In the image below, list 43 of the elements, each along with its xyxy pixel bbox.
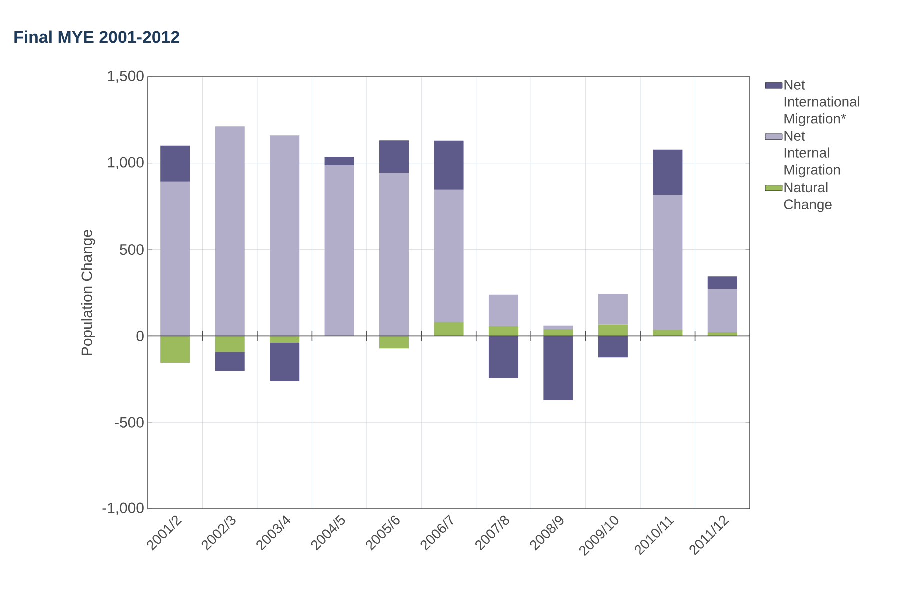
bar <box>488 336 519 378</box>
bar <box>708 289 738 333</box>
bar <box>434 190 464 322</box>
bar <box>434 322 464 336</box>
y-tick-label: 0 <box>136 330 144 342</box>
y-tick-label: 500 <box>120 244 144 256</box>
bar <box>544 336 574 400</box>
bar <box>380 140 410 174</box>
legend-label: Net International Migration* <box>784 80 860 127</box>
bar <box>160 146 190 182</box>
bar <box>160 182 190 336</box>
bar <box>598 336 628 358</box>
legend-label: Natural Change <box>784 182 832 212</box>
bar <box>653 150 683 196</box>
bar <box>215 352 245 372</box>
bar <box>488 294 519 326</box>
bar <box>215 126 245 336</box>
bar <box>488 326 519 336</box>
bar <box>434 140 464 190</box>
bar <box>270 336 300 343</box>
bar <box>708 332 738 336</box>
bar <box>598 324 628 336</box>
chart-title: Final MYE 2001-2012 <box>14 30 180 44</box>
bar <box>324 165 354 336</box>
bar <box>380 173 410 336</box>
bar <box>215 336 245 352</box>
bar <box>160 336 190 363</box>
y-tick-label: -500 <box>115 417 144 428</box>
y-tick-label: -1,000 <box>102 502 144 516</box>
y-tick-label: 1,500 <box>108 70 144 84</box>
bar <box>598 294 628 325</box>
y-tick-label: 1,000 <box>108 157 144 170</box>
bar <box>653 195 683 330</box>
bar <box>380 336 410 349</box>
y-axis-title: Population Change <box>81 230 96 356</box>
bar <box>270 136 300 336</box>
bar <box>324 156 354 166</box>
bar <box>544 326 574 330</box>
bar <box>708 276 738 290</box>
bar <box>653 330 683 336</box>
bar <box>270 342 300 382</box>
legend-label: Net Internal Migration <box>784 131 840 178</box>
bar <box>544 329 574 336</box>
